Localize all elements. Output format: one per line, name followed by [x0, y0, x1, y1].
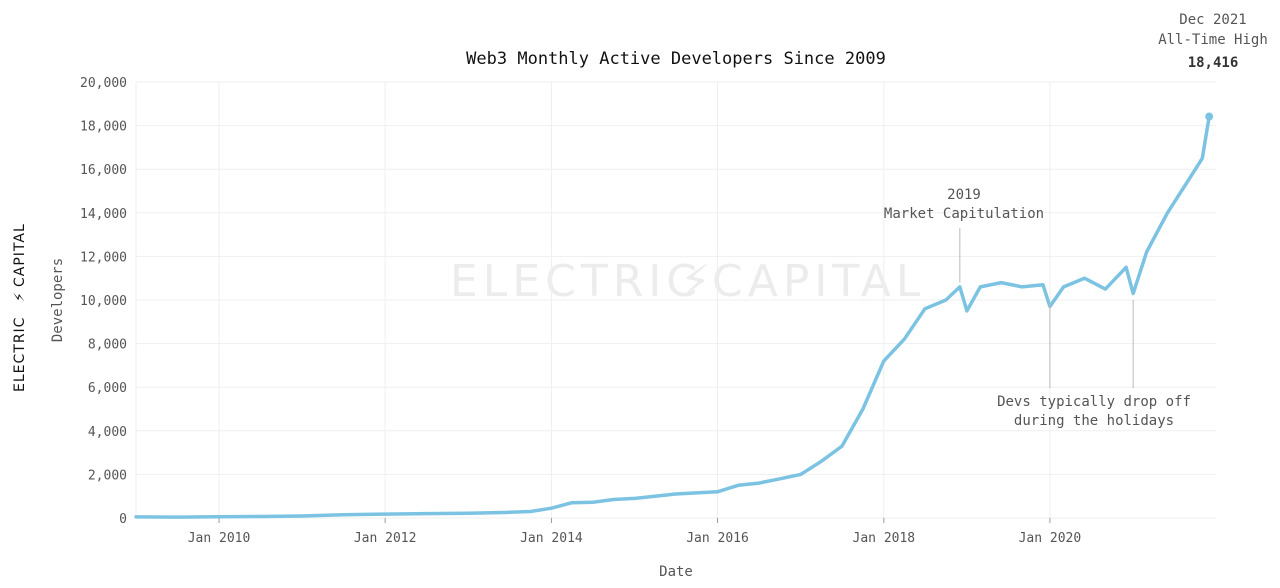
y-tick-label: 14,000	[80, 207, 127, 222]
annotation-ath-value: 18,416	[1188, 55, 1239, 71]
annotation-2019-line2: Market Capitulation	[884, 206, 1044, 222]
watermark-bolt: ⚡	[680, 256, 716, 307]
brand-bolt-icon: ⚡	[12, 291, 28, 302]
annotation-2019-line1: 2019	[947, 187, 981, 203]
annotation-ath-date: Dec 2021	[1179, 12, 1246, 28]
y-tick-label: 0	[119, 512, 127, 527]
x-tick-label: Jan 2018	[853, 531, 916, 546]
y-tick-label: 4,000	[88, 425, 127, 440]
brand-logo: ELECTRIC ⚡ CAPITAL	[12, 223, 28, 392]
series-line	[134, 114, 1211, 519]
x-axis-label: Date	[659, 564, 693, 580]
annotation-holidays-line2: during the holidays	[1014, 413, 1174, 429]
watermark-left: ELECTRIC	[450, 256, 702, 307]
y-tick-label: 12,000	[80, 250, 127, 265]
x-tick-label: Jan 2012	[354, 531, 417, 546]
chart-title: Web3 Monthly Active Developers Since 200…	[466, 49, 886, 69]
y-tick-label: 18,000	[80, 120, 127, 135]
y-tick-label: 2,000	[88, 468, 127, 483]
y-tick-label: 6,000	[88, 381, 127, 396]
x-tick-label: Jan 2016	[686, 531, 749, 546]
x-tick-label: Jan 2014	[520, 531, 583, 546]
y-tick-label: 8,000	[88, 338, 127, 353]
y-tick-label: 10,000	[80, 294, 127, 309]
y-tick-label: 20,000	[80, 76, 127, 91]
y-tick-label: 16,000	[80, 163, 127, 178]
all-time-high-point	[1205, 112, 1214, 121]
x-axis-ticks: Jan 2010 Jan 2012 Jan 2014 Jan 2016 Jan 2018…	[188, 518, 1081, 546]
annotation-holidays-line1: Devs typically drop off	[997, 394, 1191, 410]
annotation-ath-label: All-Time High	[1158, 32, 1268, 48]
grid	[135, 81, 1216, 519]
brand-left: ELECTRIC	[12, 317, 28, 392]
watermark-right: CAPITAL	[712, 256, 925, 307]
y-axis-ticks: 0 2,000 4,000 6,000 8,000 10,000 12,000 14,000 1…	[80, 76, 127, 527]
x-tick-label: Jan 2010	[188, 531, 251, 546]
brand-right: CAPITAL	[12, 223, 28, 287]
x-tick-label: Jan 2020	[1019, 531, 1082, 546]
y-axis-label: Developers	[50, 258, 66, 342]
